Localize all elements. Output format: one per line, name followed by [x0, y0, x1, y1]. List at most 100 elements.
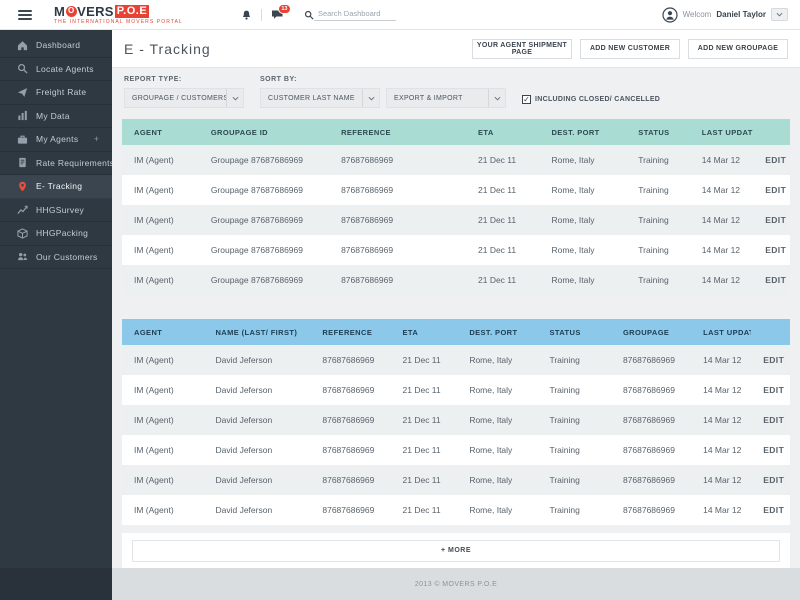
menu-toggle-icon[interactable]: [18, 8, 32, 22]
groupage-table: AGENT GROUPAGE ID REFERENCE ETA DEST. PO…: [122, 119, 790, 295]
cell-eta: 21 Dec 11: [402, 445, 441, 455]
col-name: NAME (LAST/ FIRST): [203, 319, 311, 345]
sidebar-footer-strip: [0, 568, 112, 600]
sidebar-item-my-agents[interactable]: My Agents +: [0, 128, 112, 152]
cell-agent: IM (Agent): [134, 245, 174, 255]
export-import-dropdown[interactable]: EXPORT & IMPORT: [386, 88, 506, 108]
table-row: IM (Agent) Groupage 87687686969 87687686…: [122, 205, 790, 235]
col-eta: ETA: [466, 119, 540, 145]
chevron-down-icon: [226, 89, 243, 107]
cell-agent: IM (Agent): [134, 385, 174, 395]
add-new-groupage-button[interactable]: ADD NEW GROUPAGE: [688, 38, 788, 59]
logo-poe-box: P.O.E: [114, 4, 150, 18]
more-button[interactable]: + MORE: [132, 539, 780, 562]
sidebar-item-rate-requirements[interactable]: Rate Requirements: [0, 152, 114, 175]
cell-reference: 87687686969: [322, 475, 375, 485]
page-header: E - Tracking YOUR AGENT SHIPMENT PAGE AD…: [112, 30, 800, 68]
edit-link[interactable]: EDIT: [763, 475, 785, 485]
sidebar-item-our-customers[interactable]: Our Customers: [0, 246, 112, 269]
sidebar-item-hhgsurvey[interactable]: HHGSurvey: [0, 199, 112, 222]
add-new-customer-button[interactable]: ADD NEW CUSTOMER: [580, 38, 680, 59]
document-icon: [17, 157, 28, 168]
cell-eta: 21 Dec 11: [478, 155, 517, 165]
table-row: IM (Agent) David Jeferson 87687686969 21…: [122, 465, 790, 495]
cell-name: David Jeferson: [215, 355, 273, 365]
cell-reference: 87687686969: [341, 185, 394, 195]
logo: M O VERS P.O.E THE INTERNATIONAL MOVERS POR…: [54, 3, 183, 25]
filter-bar: REPORT TYPE: GROUPAGE / CUSTOMERS SORT B…: [112, 68, 800, 119]
edit-link[interactable]: EDIT: [763, 355, 785, 365]
notifications-bell-icon[interactable]: [241, 9, 252, 21]
cell-dest-port: Rome, Italy: [469, 385, 513, 395]
cell-groupage: 87687686969: [622, 355, 675, 365]
cell-status: Training: [638, 275, 669, 285]
sidebar: Dashboard Locate Agents Freight Rate My …: [0, 30, 114, 600]
cell-name: David Jeferson: [215, 475, 273, 485]
table-row: IM (Agent) Groupage 87687686969 87687686…: [122, 265, 790, 295]
sidebar-item-dashboard[interactable]: Dashboard: [0, 34, 112, 58]
logo-text-vers: VERS: [77, 3, 114, 19]
edit-link[interactable]: EDIT: [765, 215, 787, 225]
col-reference: REFERENCE: [329, 119, 466, 145]
sidebar-item-hhgpacking[interactable]: HHGPacking: [0, 222, 112, 246]
col-groupage: GROUPAGE: [610, 319, 692, 345]
sidebar-item-locate-agents[interactable]: Locate Agents: [0, 58, 112, 81]
topbar: M O VERS P.O.E THE INTERNATIONAL MOVERS POR…: [0, 0, 800, 30]
cell-groupage-id: Groupage 87687686969: [210, 155, 303, 165]
sort-by-dropdown[interactable]: CUSTOMER LAST NAME: [260, 88, 380, 108]
search-icon: [304, 10, 314, 20]
cell-groupage: 87687686969: [622, 445, 675, 455]
your-agent-shipment-page-button[interactable]: YOUR AGENT SHIPMENT PAGE: [472, 38, 572, 59]
cell-dest-port: Rome, Italy: [469, 415, 513, 425]
checkbox-checked-icon[interactable]: ✓: [522, 94, 531, 104]
edit-link[interactable]: EDIT: [763, 445, 785, 455]
expand-plus-icon[interactable]: +: [93, 134, 99, 145]
edit-link[interactable]: EDIT: [765, 185, 787, 195]
checkbox-label: INCLUDING CLOSED/ CANCELLED: [535, 96, 661, 103]
bar-chart-icon: [17, 110, 28, 121]
table-row: IM (Agent) Groupage 87687686969 87687686…: [122, 175, 790, 205]
sidebar-item-freight-rate[interactable]: Freight Rate: [0, 81, 112, 105]
cell-dest-port: Rome, Italy: [469, 445, 513, 455]
customers-table: AGENT NAME (LAST/ FIRST) REFERENCE ETA D…: [122, 319, 790, 525]
cell-reference: 87687686969: [322, 415, 375, 425]
edit-link[interactable]: EDIT: [765, 155, 787, 165]
cell-last-update: 14 Mar 12: [703, 355, 742, 365]
table-row: IM (Agent) David Jeferson 87687686969 21…: [122, 375, 790, 405]
table-row: IM (Agent) David Jeferson 87687686969 21…: [122, 405, 790, 435]
report-type-dropdown[interactable]: GROUPAGE / CUSTOMERS: [124, 88, 244, 108]
cell-last-update: 14 Mar 12: [701, 215, 741, 225]
sidebar-item-e-tracking[interactable]: E- Tracking: [0, 175, 112, 199]
col-last-update: LAST UPDATE: [689, 119, 754, 145]
chevron-down-icon: [488, 89, 505, 107]
cell-name: David Jeferson: [215, 385, 273, 395]
edit-link[interactable]: EDIT: [765, 275, 787, 285]
edit-link[interactable]: EDIT: [765, 245, 787, 255]
table-row: IM (Agent) David Jeferson 87687686969 21…: [122, 495, 790, 525]
cell-dest-port: Rome, Italy: [469, 355, 513, 365]
user-menu[interactable]: Welcom Daniel Taylor: [661, 6, 788, 23]
cell-reference: 87687686969: [341, 245, 394, 255]
sidebar-item-my-data[interactable]: My Data: [0, 105, 112, 128]
users-icon: [17, 251, 28, 262]
cell-status: Training: [549, 385, 580, 395]
cell-groupage-id: Groupage 87687686969: [210, 215, 303, 225]
col-reference: REFERENCE: [310, 319, 391, 345]
freight-icon: [17, 87, 28, 98]
cell-last-update: 14 Mar 12: [703, 505, 742, 515]
search-input[interactable]: [313, 8, 396, 21]
messages-icon[interactable]: 13: [271, 4, 291, 20]
including-closed-checkbox-group[interactable]: ✓ INCLUDING CLOSED/ CANCELLED: [522, 95, 660, 104]
table-row: IM (Agent) David Jeferson 87687686969 21…: [122, 345, 790, 375]
cell-dest-port: Rome, Italy: [551, 245, 595, 255]
cell-status: Training: [638, 245, 669, 255]
table-row: IM (Agent) Groupage 87687686969 87687686…: [122, 145, 790, 175]
cell-eta: 21 Dec 11: [478, 215, 517, 225]
cell-groupage: 87687686969: [622, 415, 675, 425]
edit-link[interactable]: EDIT: [763, 385, 785, 395]
cell-eta: 21 Dec 11: [402, 355, 441, 365]
cell-status: Training: [549, 445, 580, 455]
edit-link[interactable]: EDIT: [763, 505, 785, 515]
edit-link[interactable]: EDIT: [763, 415, 785, 425]
user-dropdown-button[interactable]: [771, 8, 788, 21]
